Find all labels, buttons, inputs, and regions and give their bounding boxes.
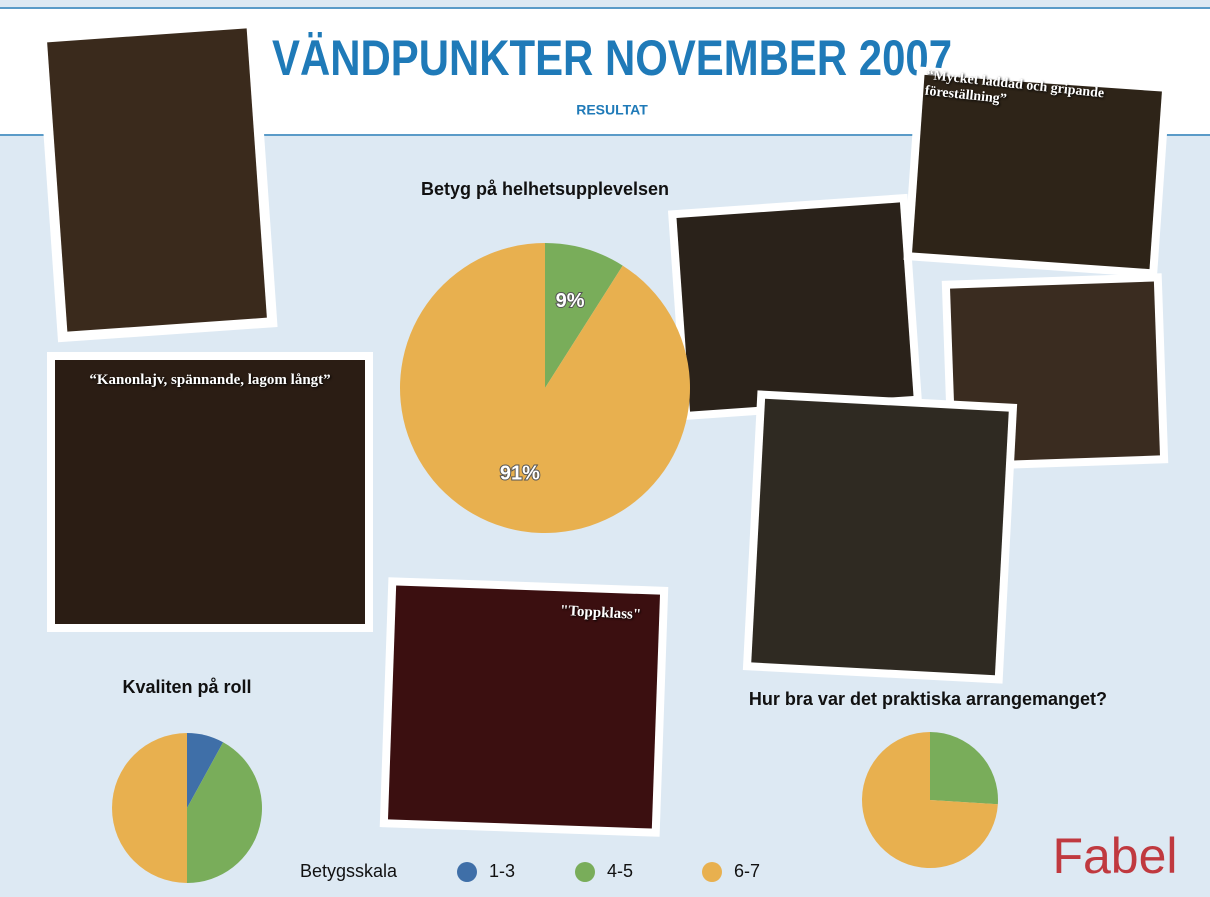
legend-label: 6-7 [734, 861, 760, 881]
page: VÄNDPUNKTER NOVEMBER 2007 RESULTAT Fabel… [0, 0, 1210, 897]
infographic: VÄNDPUNKTER NOVEMBER 2007 RESULTAT Fabel… [0, 0, 1210, 897]
legend-title: Betygsskala [300, 861, 398, 881]
photo-caption: “Kanonlajv, spännande, lagom långt” [55, 372, 365, 389]
legend-label: 1-3 [489, 861, 515, 881]
logo: Fabel [1052, 828, 1177, 884]
legend-swatch [457, 862, 477, 882]
title: VÄNDPUNKTER NOVEMBER 2007 [272, 30, 952, 86]
legend-swatch [702, 862, 722, 882]
photo [36, 18, 277, 343]
data-label: 91% [500, 463, 540, 485]
subtitle: RESULTAT [576, 102, 648, 118]
photo [668, 194, 922, 420]
legend-swatch [575, 862, 595, 882]
photo [47, 352, 373, 632]
pie-slice [400, 243, 690, 533]
chart-title: Betyg på helhetsupplevelsen [421, 179, 669, 199]
chart-title: Hur bra var det praktiska arrangemanget? [749, 689, 1107, 709]
data-label: 9% [556, 290, 585, 312]
chart-title: Kvaliten på roll [122, 677, 251, 697]
legend-label: 4-5 [607, 861, 633, 881]
photo [743, 390, 1017, 683]
